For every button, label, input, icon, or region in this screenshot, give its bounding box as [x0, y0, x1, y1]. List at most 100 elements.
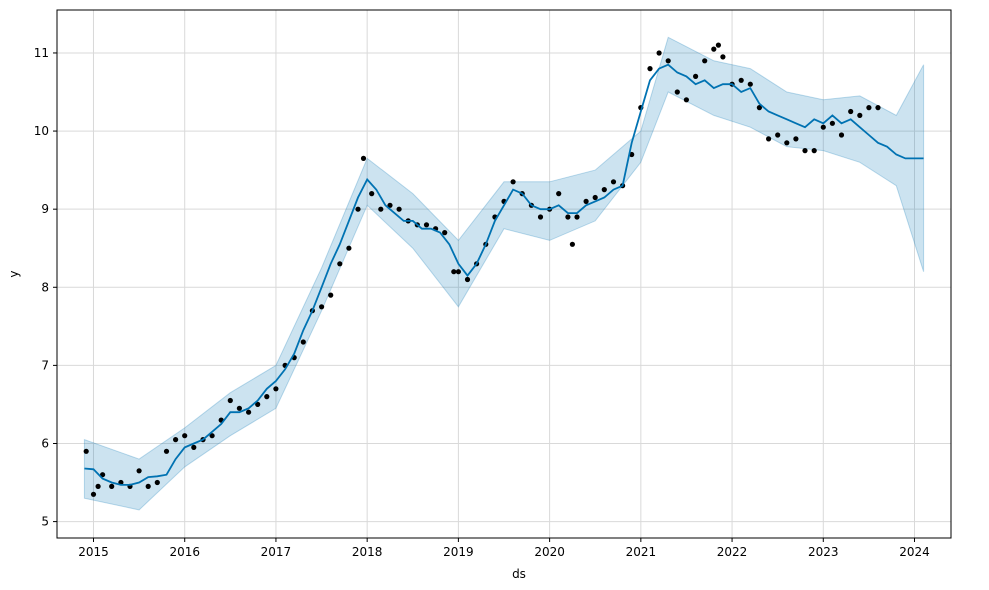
forecast-line — [84, 63, 924, 486]
plot-area-frame — [56, 9, 952, 539]
uncertainty-band — [83, 36, 925, 511]
observed-point — [173, 437, 179, 443]
observed-point — [574, 214, 580, 220]
observed-point — [683, 97, 690, 103]
observed-point — [191, 444, 197, 450]
observed-point — [300, 339, 306, 345]
grid-layer — [57, 10, 951, 538]
observed-point — [811, 148, 817, 154]
observed-point — [875, 105, 881, 111]
observed-point — [387, 202, 393, 208]
observed-point — [784, 140, 790, 146]
observed-point — [154, 479, 160, 486]
observed-point — [442, 230, 448, 236]
observed-point — [109, 483, 115, 489]
x-tick-label: 2017 — [261, 545, 292, 559]
observed-point — [360, 155, 367, 161]
observed-point — [820, 124, 826, 130]
observed-point — [583, 198, 589, 204]
observed-point — [838, 132, 845, 138]
x-tick-label: 2024 — [899, 545, 930, 559]
y-axis-title: y — [7, 270, 21, 277]
x-tick-label: 2015 — [78, 545, 109, 559]
observed-point — [857, 112, 863, 118]
x-tick-label: 2022 — [717, 545, 748, 559]
observed-point — [209, 433, 215, 439]
observed-point — [829, 120, 836, 126]
observed-point — [793, 136, 799, 142]
observed-point — [711, 46, 717, 52]
y-tick-label: 5 — [41, 515, 49, 529]
observed-point — [136, 468, 142, 474]
x-tick-label: 2019 — [443, 545, 474, 559]
y-tick-label: 7 — [41, 358, 49, 372]
observed-point — [423, 222, 430, 228]
observed-point — [369, 191, 375, 197]
observed-point — [145, 483, 151, 489]
y-tick-label: 11 — [34, 46, 49, 60]
observed-point — [236, 405, 242, 411]
observed-point — [702, 58, 708, 64]
uncertainty-band-layer — [83, 36, 925, 511]
observed-point — [264, 394, 270, 400]
observed-point — [537, 214, 544, 220]
observed-point — [556, 191, 562, 197]
x-axis: 2015 2016 2017 2018 2019 2020 2021 2022 2023 2024 — [78, 538, 930, 559]
observed-point — [182, 433, 188, 439]
observed-point — [674, 89, 680, 95]
observed-point — [610, 179, 617, 185]
observed-point — [163, 448, 170, 454]
observed-point — [255, 401, 261, 407]
observed-point — [273, 386, 279, 392]
observed-point — [656, 50, 662, 56]
y-axis: 5 6 7 8 9 10 11 — [34, 46, 57, 529]
observed-point — [766, 136, 772, 142]
x-tick-label: 2016 — [169, 545, 200, 559]
observed-point — [720, 54, 726, 60]
observed-point — [346, 245, 352, 251]
observed-point — [565, 214, 571, 220]
x-tick-label: 2018 — [352, 545, 383, 559]
observed-point — [569, 241, 576, 247]
x-tick-label: 2020 — [534, 545, 565, 559]
y-tick-label: 9 — [41, 202, 49, 216]
observed-point — [775, 132, 781, 138]
observed-point — [715, 42, 722, 48]
observed-point — [747, 81, 753, 87]
observed-point — [455, 269, 461, 275]
observed-point — [738, 77, 744, 83]
observed-point — [378, 206, 384, 212]
observed-point — [90, 491, 97, 497]
observed-point — [227, 397, 233, 404]
observed-point — [95, 483, 101, 489]
observed-point — [693, 73, 699, 79]
observed-point — [319, 304, 325, 310]
observed-point — [756, 105, 763, 111]
observed-point — [246, 409, 252, 415]
observed-point — [464, 276, 471, 283]
observed-point — [848, 108, 854, 115]
y-tick-label: 6 — [41, 436, 49, 450]
forecast-line-layer — [84, 63, 924, 486]
observed-point — [802, 148, 808, 154]
y-tick-label: 8 — [41, 280, 49, 294]
observed-point — [866, 105, 872, 111]
observed-point — [647, 66, 653, 72]
x-tick-label: 2023 — [808, 545, 839, 559]
observed-point — [328, 292, 334, 298]
x-tick-label: 2021 — [626, 545, 657, 559]
observed-point — [592, 194, 598, 201]
observed-point — [83, 448, 89, 454]
observed-point — [665, 58, 671, 64]
observed-point — [510, 179, 516, 185]
observed-point — [337, 261, 343, 267]
x-axis-title: ds — [512, 567, 526, 581]
observed-point — [601, 187, 607, 193]
observed-points-layer — [83, 42, 881, 497]
y-tick-label: 10 — [34, 124, 49, 138]
observed-point — [355, 206, 361, 212]
observed-point — [451, 269, 457, 275]
observed-point — [396, 206, 402, 212]
